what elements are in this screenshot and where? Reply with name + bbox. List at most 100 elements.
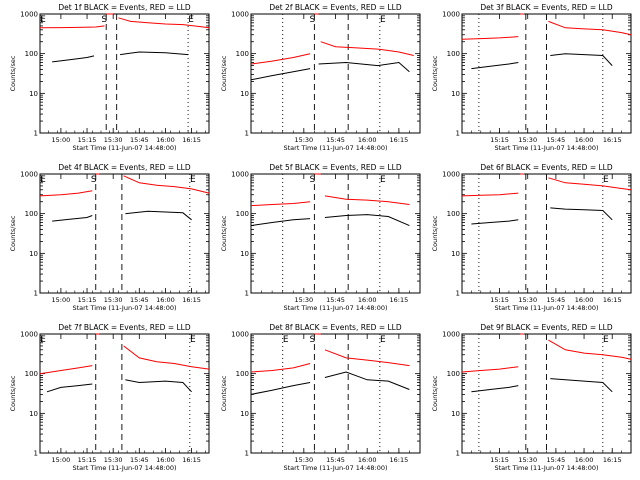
lld-rate-line (548, 339, 632, 360)
x-tick-label: 16:00 (156, 296, 175, 304)
x-tick-label: 16:15 (603, 296, 622, 304)
y-axis-label: Counts/sec (220, 55, 228, 91)
x-tick-label: 15:30 (294, 456, 313, 464)
event-rate-line (550, 207, 613, 221)
x-tick-label: 16:15 (182, 136, 201, 144)
time-marker-label: E (40, 335, 46, 345)
x-tick-label: 15:30 (518, 296, 537, 304)
x-tick-label: 15:15 (490, 136, 509, 144)
event-rate-line (471, 385, 519, 393)
x-tick-label: 16:00 (156, 136, 175, 144)
lld-rate-line (39, 365, 93, 375)
y-tick-label: 1 (456, 290, 460, 298)
lld-rate-line (250, 363, 311, 373)
event-rate-line (250, 382, 311, 395)
event-rate-line (550, 378, 613, 393)
event-rate-line (125, 210, 192, 221)
event-rate-line (125, 379, 192, 393)
y-tick-label: 1 (245, 450, 249, 458)
event-rate-line (120, 51, 189, 56)
x-tick-label: 15:45 (130, 136, 149, 144)
x-tick-label: 16:00 (575, 136, 594, 144)
lld-rate-line (324, 195, 410, 205)
panel-title: Det 5f BLACK = Events, RED = LLD (269, 163, 402, 172)
detector-panel: Det 1f BLACK = Events, RED = LLD 1 10 100 10… (9, 3, 210, 152)
y-tick-label: 1 (34, 450, 38, 458)
time-marker-label: E (603, 175, 609, 185)
x-tick-label: 15:00 (52, 296, 71, 304)
event-rate-line (324, 371, 410, 390)
x-axis-label: Start Time (11-Jun-07 14:48:00) (284, 304, 388, 312)
y-tick-label: 10 (29, 90, 38, 98)
y-tick-label: 10 (451, 90, 460, 98)
plot-frame (250, 173, 421, 294)
detector-panel: Det 2f BLACK = Events, RED = LLD 1 10 100 10… (220, 3, 421, 152)
event-rate-line (471, 62, 519, 70)
x-tick-label: 15:30 (104, 296, 123, 304)
detector-panel: Det 6f BLACK = Events, RED = LLD 1 10 100 10… (431, 163, 632, 312)
lld-rate-line (461, 192, 519, 197)
x-tick-label: 16:15 (390, 456, 409, 464)
x-tick-label: 15:15 (78, 456, 97, 464)
x-axis-label: Start Time (11-Jun-07 14:48:00) (284, 144, 388, 152)
plot-frame (250, 13, 421, 134)
y-axis-label: Counts/sec (220, 375, 228, 411)
plot-frame (39, 13, 210, 134)
x-tick-label: 15:45 (547, 136, 566, 144)
y-tick-label: 1000 (231, 331, 249, 339)
y-axis-label: Counts/sec (431, 215, 439, 251)
y-tick-label: 10 (240, 250, 249, 258)
time-marker-label: S (91, 175, 97, 185)
y-tick-label: 1 (245, 130, 249, 138)
x-axis-label: Start Time (11-Jun-07 14:48:00) (495, 464, 599, 472)
y-tick-label: 10 (29, 410, 38, 418)
x-tick-label: 16:15 (603, 456, 622, 464)
x-tick-label: 15:45 (547, 456, 566, 464)
y-tick-label: 100 (447, 370, 460, 378)
x-tick-label: 16:15 (390, 136, 409, 144)
x-tick-label: 16:00 (358, 296, 377, 304)
y-tick-label: 100 (447, 210, 460, 218)
panel-title: Det 8f BLACK = Events, RED = LLD (269, 323, 402, 332)
event-rate-line (471, 219, 519, 225)
event-rate-line (250, 68, 311, 81)
lld-rate-line (123, 345, 210, 370)
y-tick-label: 1000 (231, 11, 249, 19)
y-tick-label: 1000 (20, 171, 38, 179)
panel-title: Det 2f BLACK = Events, RED = LLD (269, 3, 402, 12)
panel-title: Det 7f BLACK = Events, RED = LLD (58, 323, 191, 332)
time-marker-label: E (190, 335, 196, 345)
lld-rate-line (461, 36, 519, 40)
y-tick-label: 100 (236, 210, 249, 218)
lld-rate-line (548, 177, 632, 191)
lld-rate-line (39, 25, 105, 29)
x-tick-label: 15:30 (518, 136, 537, 144)
x-tick-label: 16:00 (575, 296, 594, 304)
lld-rate-line (39, 190, 93, 197)
x-tick-label: 15:15 (78, 296, 97, 304)
y-tick-label: 1 (456, 130, 460, 138)
y-tick-label: 1000 (231, 171, 249, 179)
time-marker-label: E (190, 175, 196, 185)
event-rate-line (52, 215, 93, 222)
plot-frame (39, 333, 210, 454)
event-rate-line (324, 214, 410, 227)
y-axis-label: Counts/sec (9, 55, 17, 91)
time-marker-label: E (380, 15, 386, 25)
y-tick-label: 10 (29, 250, 38, 258)
y-tick-label: 10 (451, 410, 460, 418)
event-rate-line (52, 55, 95, 63)
plot-frame (250, 333, 421, 454)
y-axis-label: Counts/sec (220, 215, 228, 251)
x-tick-label: 15:30 (104, 456, 123, 464)
time-marker-label: S (310, 15, 316, 25)
x-tick-label: 15:45 (326, 456, 345, 464)
x-axis-label: Start Time (11-Jun-07 14:48:00) (73, 464, 177, 472)
lld-rate-line (320, 41, 414, 56)
lld-rate-line (123, 175, 210, 194)
x-tick-label: 16:00 (358, 136, 377, 144)
x-tick-label: 15:45 (326, 296, 345, 304)
detector-panel: Det 8f BLACK = Events, RED = LLD 1 10 100 10… (220, 323, 421, 472)
x-tick-label: 16:15 (603, 136, 622, 144)
lld-rate-line (461, 366, 519, 373)
